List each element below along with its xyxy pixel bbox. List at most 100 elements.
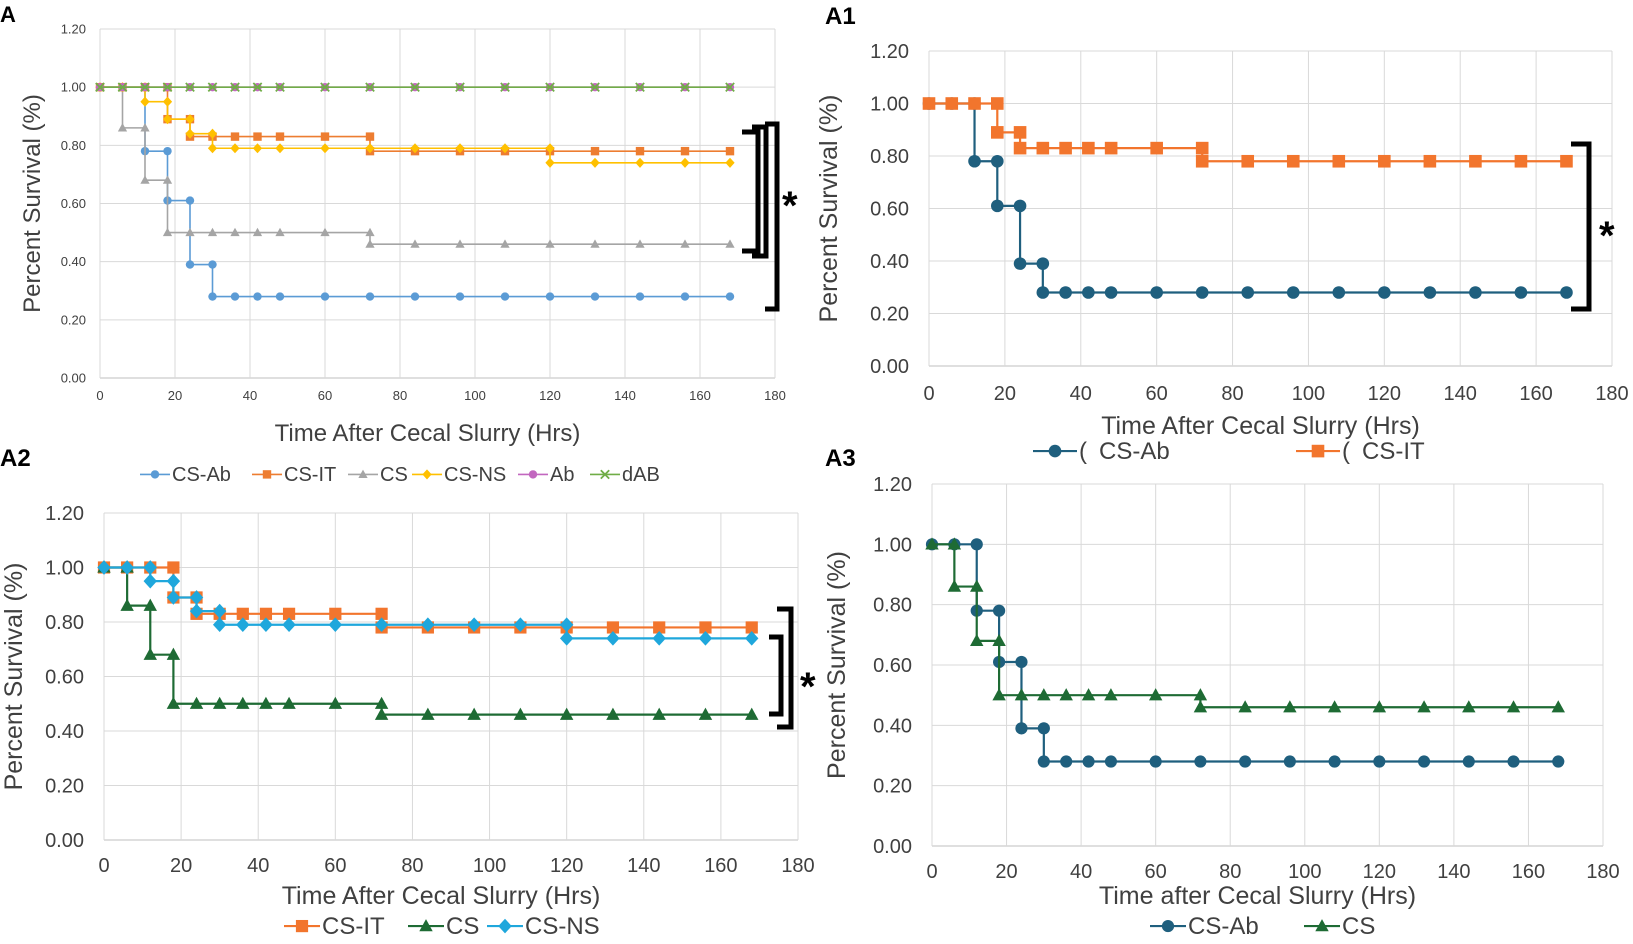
data-point xyxy=(166,590,181,605)
data-point xyxy=(259,696,273,709)
x-tick-label: 60 xyxy=(1145,861,1167,883)
data-point xyxy=(1193,700,1208,713)
data-point xyxy=(1013,199,1027,213)
y-tick-label: 0.60 xyxy=(873,655,912,677)
data-point xyxy=(189,696,204,709)
data-point xyxy=(1417,755,1431,768)
series-line xyxy=(929,102,1567,163)
data-point xyxy=(410,239,420,248)
data-point xyxy=(1059,688,1073,701)
data-point xyxy=(606,621,620,634)
data-point xyxy=(185,227,195,237)
data-point xyxy=(162,227,173,237)
data-point xyxy=(513,617,528,633)
y-tick-label: 0.20 xyxy=(870,304,909,326)
data-point xyxy=(1036,257,1050,270)
y-axis-title: Percent Survival (%) xyxy=(0,563,28,791)
x-tick-label: 0 xyxy=(98,855,109,877)
y-tick-label: 0.20 xyxy=(45,776,84,798)
y-tick-label: 0.80 xyxy=(870,146,909,168)
data-point xyxy=(745,631,759,646)
x-tick-label: 160 xyxy=(1519,383,1552,405)
data-point xyxy=(606,631,620,646)
data-point xyxy=(992,633,1006,647)
data-point xyxy=(590,146,600,156)
data-point xyxy=(725,82,735,93)
data-point xyxy=(162,114,173,125)
data-point xyxy=(947,537,962,550)
data-point xyxy=(166,647,181,660)
x-tick-label: 20 xyxy=(994,383,1016,405)
data-point xyxy=(1082,755,1095,768)
data-point xyxy=(189,603,204,619)
data-point xyxy=(143,598,157,611)
data-point xyxy=(143,560,157,575)
data-point xyxy=(545,143,555,154)
data-point xyxy=(698,631,713,646)
data-point xyxy=(97,560,111,575)
data-point xyxy=(1036,141,1050,155)
series-line xyxy=(100,86,730,298)
data-point xyxy=(1193,688,1208,701)
data-point xyxy=(455,82,465,93)
data-point xyxy=(1560,154,1573,168)
data-point xyxy=(652,631,666,646)
data-point xyxy=(320,132,330,141)
legend-marker xyxy=(419,919,433,932)
data-point xyxy=(140,123,150,132)
legend-marker xyxy=(1048,444,1062,458)
data-point xyxy=(1328,755,1341,768)
data-point xyxy=(230,143,240,154)
panel-label: A xyxy=(0,2,16,27)
legend-label: dAB xyxy=(622,464,660,486)
data-point xyxy=(140,96,150,107)
x-tick-label: 120 xyxy=(1368,383,1401,405)
data-point xyxy=(1560,286,1573,299)
y-tick-label: 0.00 xyxy=(61,371,86,386)
data-point xyxy=(680,239,690,248)
data-point xyxy=(1195,141,1209,155)
data-point xyxy=(207,227,218,237)
data-point xyxy=(143,647,157,660)
y-tick-label: 0.20 xyxy=(873,776,912,798)
data-point xyxy=(1332,154,1346,168)
data-point xyxy=(365,239,375,248)
data-point xyxy=(635,146,645,156)
data-point xyxy=(1469,154,1482,168)
significance-star: * xyxy=(1599,214,1615,258)
data-point xyxy=(680,146,690,156)
y-tick-label: 0.40 xyxy=(61,254,86,269)
x-tick-label: 140 xyxy=(627,855,660,877)
chart-panel-a2: A2 0.00 0.20 0.40 0.60 0.80 1.00 1.20 0 20 40 60 80 1… xyxy=(0,445,816,940)
data-point xyxy=(166,573,181,589)
data-point xyxy=(208,292,217,301)
data-point xyxy=(680,157,690,168)
data-point xyxy=(252,227,263,237)
data-point xyxy=(992,688,1006,701)
data-point xyxy=(230,292,240,301)
chart-panel-a3: A3 0.00 0.20 0.40 0.60 0.80 1.00 1.20 0 20 40 60 80 1… xyxy=(823,445,1620,940)
data-point xyxy=(1506,700,1521,713)
x-tick-label: 140 xyxy=(1437,861,1470,883)
data-point xyxy=(652,707,666,720)
data-point xyxy=(993,604,1006,617)
series-cs-ab xyxy=(925,538,1565,768)
x-tick-label: 80 xyxy=(401,855,423,877)
series-cs-ab xyxy=(922,97,1573,299)
data-point xyxy=(545,82,555,93)
data-point xyxy=(120,560,134,575)
data-point xyxy=(410,292,420,301)
data-point xyxy=(635,157,645,168)
panel-label: A3 xyxy=(825,445,856,472)
data-point xyxy=(968,97,981,110)
data-point xyxy=(320,143,330,154)
legend-item: CS-Ab xyxy=(140,464,231,486)
data-point xyxy=(1241,154,1255,168)
y-tick-label: 0.80 xyxy=(873,595,912,617)
data-point xyxy=(590,82,600,93)
data-point xyxy=(635,292,645,301)
series-cs-ns xyxy=(97,560,759,646)
data-point xyxy=(1037,755,1050,768)
data-point xyxy=(1462,755,1475,768)
legend-marker xyxy=(600,469,610,480)
